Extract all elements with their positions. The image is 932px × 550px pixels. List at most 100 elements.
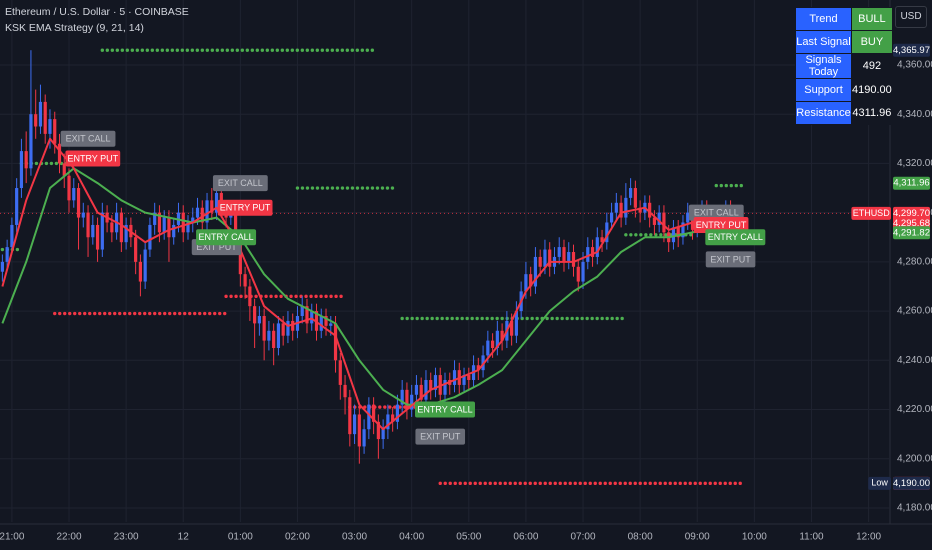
signal-label: ENTRY CALL bbox=[708, 232, 763, 242]
candle-body bbox=[253, 306, 257, 324]
candle-body bbox=[243, 274, 247, 287]
price-tag-label: 4,365.97 bbox=[893, 45, 930, 56]
candle-body bbox=[205, 200, 209, 223]
candle-body bbox=[319, 316, 323, 331]
candle-body bbox=[172, 224, 176, 238]
candle-body bbox=[291, 320, 295, 331]
candle-body bbox=[134, 237, 138, 262]
signal-label-box bbox=[415, 428, 466, 445]
candle-body bbox=[86, 212, 90, 238]
candle-body bbox=[324, 316, 328, 326]
signal-label: ENTRY CALL bbox=[198, 232, 253, 242]
candle-body bbox=[433, 375, 438, 390]
signal-label: EXIT CALL bbox=[218, 178, 263, 188]
signal-label-box bbox=[212, 175, 268, 192]
candle-body bbox=[490, 340, 495, 348]
candle-body bbox=[486, 340, 490, 356]
axes: 4,180.00 4,200.00 4,220.00 4,240.00 4,260.00… bbox=[0, 43, 932, 543]
candle-body bbox=[476, 365, 480, 371]
signal-label-box bbox=[60, 130, 116, 147]
info-table: Trend BULL Last Signal BUY Signals Today 492 S… bbox=[795, 7, 893, 125]
indicator-lines bbox=[1, 137, 736, 431]
table-row: Signals Today 492 bbox=[795, 53, 893, 79]
currency-button[interactable]: USD bbox=[895, 6, 927, 28]
signal-label: ENTRY PUT bbox=[220, 203, 271, 213]
candle-body bbox=[543, 249, 547, 267]
price-tag-name: Low bbox=[871, 478, 888, 488]
table-row: Support 4190.00 bbox=[795, 78, 893, 102]
table-key: Resistance bbox=[795, 101, 852, 125]
candle-body bbox=[567, 252, 571, 262]
candle-body bbox=[238, 237, 242, 275]
y-tick-label: 4,200.00 bbox=[897, 453, 932, 464]
candle-body bbox=[690, 212, 695, 230]
signal-label: EXIT PUT bbox=[196, 242, 237, 252]
signal-label-box bbox=[415, 401, 475, 418]
price-tag-label: 4,299.70 bbox=[893, 208, 930, 219]
table-value: 4190.00 bbox=[851, 78, 893, 102]
candle-body bbox=[524, 274, 528, 292]
chart-title: Ethereum / U.S. Dollar · 5 · COINBASE bbox=[5, 6, 189, 18]
candle-body bbox=[15, 188, 19, 225]
x-tick-label: 11:00 bbox=[799, 532, 824, 543]
ema-line bbox=[1, 167, 736, 406]
candle-body bbox=[72, 188, 76, 201]
candle-body bbox=[67, 175, 71, 201]
candle-body bbox=[267, 330, 271, 341]
candle-body bbox=[333, 323, 338, 361]
x-tick-label: 04:00 bbox=[399, 532, 424, 543]
candle-body bbox=[424, 379, 428, 400]
price-tag-box bbox=[893, 176, 930, 190]
candle-body bbox=[124, 224, 128, 243]
x-tick-label: 05:00 bbox=[456, 532, 481, 543]
candle-body bbox=[462, 375, 466, 385]
x-tick-label: 06:00 bbox=[513, 532, 538, 543]
candle-body bbox=[357, 414, 361, 447]
candle-body bbox=[286, 320, 290, 336]
price-tag-name: ETHUSD bbox=[853, 208, 891, 218]
candle-body bbox=[529, 274, 533, 287]
candle-body bbox=[38, 101, 43, 127]
candle-body bbox=[310, 311, 314, 324]
candle-body bbox=[5, 247, 9, 262]
signal-label-box bbox=[65, 150, 121, 167]
candle-body bbox=[562, 247, 566, 262]
candle-body bbox=[652, 217, 657, 225]
signal-label-box bbox=[688, 204, 744, 221]
candle-body bbox=[557, 247, 561, 257]
candle-body bbox=[281, 323, 285, 336]
candle-body bbox=[419, 384, 423, 400]
candle-body bbox=[586, 247, 590, 262]
table-row: Trend BULL bbox=[795, 7, 893, 31]
candle-body bbox=[191, 217, 195, 223]
candle-body bbox=[633, 188, 637, 208]
candle-body bbox=[648, 202, 652, 218]
candle-body bbox=[181, 212, 185, 233]
signal-label-box bbox=[217, 199, 273, 216]
candle-body bbox=[400, 389, 404, 405]
candle-body bbox=[24, 151, 28, 169]
candle-body bbox=[581, 261, 585, 282]
candle-body bbox=[329, 323, 333, 326]
candle-body bbox=[143, 249, 147, 282]
table-row: Resistance 4311.96 bbox=[795, 101, 893, 125]
indicator-title: KSK EMA Strategy (9, 21, 14) bbox=[5, 22, 144, 34]
candle-body bbox=[34, 114, 38, 127]
candle-body bbox=[391, 414, 395, 422]
candle-body bbox=[362, 429, 366, 447]
candle-body bbox=[410, 394, 414, 410]
candle-body bbox=[162, 217, 166, 233]
table-value: 4311.96 bbox=[851, 101, 893, 125]
candle-body bbox=[233, 212, 238, 238]
x-tick-label: 10:00 bbox=[742, 532, 767, 543]
candle-body bbox=[605, 222, 609, 243]
candle-body bbox=[629, 188, 633, 198]
candle-body bbox=[91, 224, 95, 238]
candle-body bbox=[110, 222, 114, 233]
candle-body bbox=[195, 207, 200, 218]
candle-body bbox=[167, 217, 171, 238]
candle-body bbox=[600, 237, 604, 243]
candle-body bbox=[414, 384, 419, 395]
